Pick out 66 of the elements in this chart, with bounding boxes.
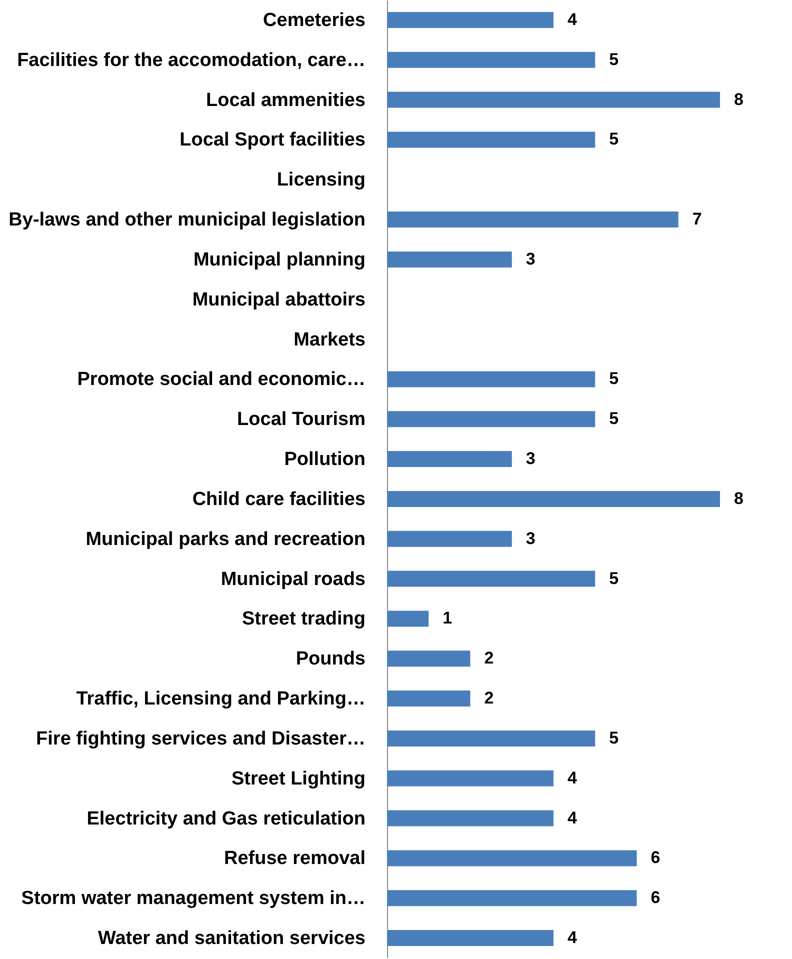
data-label: 6	[650, 848, 660, 868]
data-label: 7	[692, 210, 702, 229]
bar	[387, 12, 554, 28]
bar	[387, 490, 720, 507]
bar	[387, 251, 512, 268]
data-label: 3	[526, 528, 536, 548]
y-tick-label: Storm water management system in…	[21, 888, 366, 910]
y-tick-label: Pounds	[296, 648, 366, 670]
data-label: 4	[568, 808, 578, 828]
y-tick-label: Refuse removal	[224, 848, 366, 870]
y-tick-label: Local Tourism	[237, 409, 366, 430]
bar	[387, 690, 470, 707]
data-label: 3	[526, 449, 536, 468]
bar	[387, 212, 678, 228]
data-label: 4	[568, 768, 578, 788]
bar	[387, 92, 720, 108]
y-tick-label: Traffic, Licensing and Parking…	[76, 688, 366, 710]
data-label: 1	[442, 608, 452, 628]
bar	[387, 930, 554, 946]
data-label: 8	[734, 488, 744, 508]
bar	[387, 530, 512, 547]
data-label: 5	[609, 568, 619, 588]
y-tick-label: Municipal planning	[193, 249, 366, 270]
y-tick-label: Municipal roads	[220, 568, 366, 590]
data-label: 5	[609, 130, 619, 149]
bar	[387, 890, 637, 906]
y-tick-label: Child care facilities	[192, 488, 366, 510]
y-tick-label: Markets	[294, 329, 366, 350]
data-label: 5	[609, 728, 619, 748]
y-tick-label: Municipal parks and recreation	[86, 528, 366, 550]
bar	[387, 132, 596, 148]
data-label: 2	[484, 648, 494, 668]
y-tick-label: Facilities for the accomodation, care…	[17, 50, 366, 71]
bar	[387, 730, 596, 746]
y-tick-label: Local Sport facilities	[180, 130, 366, 151]
data-label: 4	[568, 10, 578, 29]
y-tick-label: Licensing	[276, 170, 366, 191]
bar	[387, 451, 512, 468]
y-tick-label: By-laws and other municipal legislation	[8, 210, 366, 231]
bar	[387, 52, 596, 68]
bar	[387, 371, 596, 388]
data-label: 8	[734, 90, 744, 109]
data-label: 2	[484, 688, 494, 708]
bar	[387, 650, 470, 667]
y-tick-label: Fire fighting services and Disaster…	[36, 728, 366, 750]
data-label: 3	[526, 249, 536, 268]
bar	[387, 850, 637, 866]
bar	[387, 770, 554, 786]
data-label: 5	[609, 409, 619, 428]
y-tick-label: Cemeteries	[263, 10, 366, 31]
bar	[387, 810, 554, 826]
bar	[387, 570, 596, 587]
y-tick-label: Pollution	[284, 449, 366, 470]
data-label: 5	[609, 369, 619, 388]
y-tick-label: Street Lighting	[231, 768, 366, 790]
data-label: 6	[650, 888, 660, 908]
y-tick-label: Electricity and Gas reticulation	[86, 808, 366, 830]
y-tick-label: Street trading	[242, 608, 366, 630]
y-tick-label: Local ammenities	[206, 90, 366, 111]
bar	[387, 610, 429, 627]
data-label: 4	[568, 928, 578, 948]
data-label: 5	[609, 50, 619, 69]
bar	[387, 411, 596, 428]
y-tick-label: Water and sanitation services	[98, 928, 366, 950]
y-tick-label: Municipal abattoirs	[192, 289, 366, 310]
y-tick-label: Promote social and economic…	[77, 369, 366, 390]
